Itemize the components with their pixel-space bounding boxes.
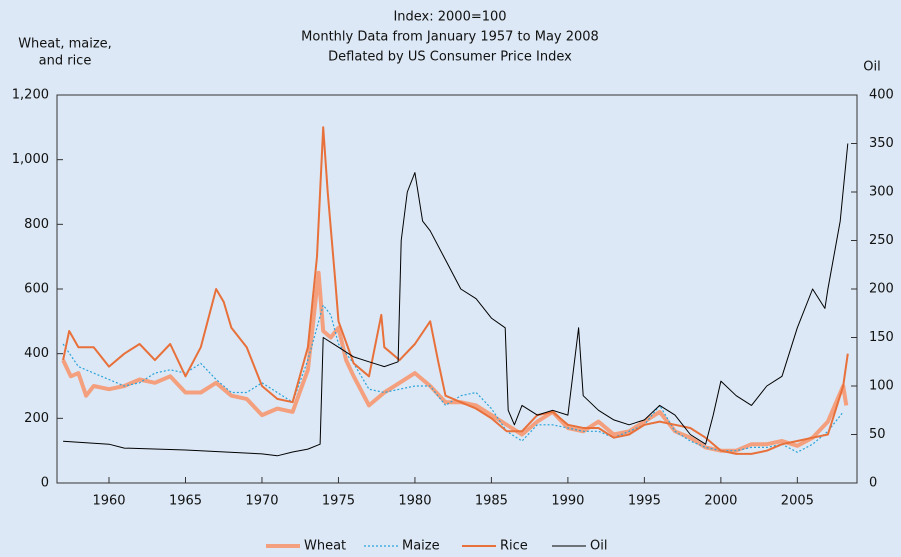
series-line [62, 126, 849, 455]
legend-label: Oil [590, 539, 607, 554]
legend-label: Rice [500, 539, 528, 554]
legend-label: Wheat [304, 539, 346, 554]
y2-tick-label: 200 [869, 282, 894, 297]
series-line [61, 270, 849, 453]
y2-tick-label: 150 [869, 330, 894, 345]
y-tick-label: 600 [24, 282, 49, 297]
x-tick-label: 1965 [169, 494, 202, 509]
x-tick-label: 1970 [245, 494, 278, 509]
plot-frame [56, 94, 858, 484]
y-axis-label: and rice [39, 54, 92, 69]
x-tick-label: 1990 [551, 494, 584, 509]
y-tick-label: 800 [24, 217, 49, 232]
y2-tick-label: 300 [869, 185, 894, 200]
title-line: Monthly Data from January 1957 to May 20… [301, 30, 599, 45]
y2-tick-label: 50 [869, 427, 886, 442]
x-tick-label: 2005 [781, 494, 814, 509]
y-axis-label: Wheat, maize, [18, 37, 112, 52]
title-line: Deflated by US Consumer Price Index [328, 50, 572, 65]
y-tick-label: 1,200 [12, 88, 49, 103]
series-line [62, 304, 844, 453]
y-tick-label: 1,000 [12, 152, 49, 167]
y-tick-label: 200 [24, 411, 49, 426]
y2-tick-label: 100 [869, 379, 894, 394]
x-tick-label: 1975 [322, 494, 355, 509]
title-line: Index: 2000=100 [393, 10, 506, 25]
y2-tick-label: 400 [869, 88, 894, 103]
y2-axis-label: Oil [863, 60, 880, 75]
y2-tick-label: 0 [869, 476, 877, 491]
legend-label: Maize [402, 539, 440, 554]
x-tick-label: 1995 [628, 494, 661, 509]
series-line [63, 143, 849, 457]
x-tick-label: 2000 [704, 494, 737, 509]
y-tick-label: 0 [41, 476, 49, 491]
x-tick-label: 1960 [92, 494, 125, 509]
x-tick-label: 1985 [475, 494, 508, 509]
y-tick-label: 400 [24, 346, 49, 361]
x-tick-label: 1980 [398, 494, 431, 509]
y2-tick-label: 350 [869, 136, 894, 151]
y2-tick-label: 250 [869, 233, 894, 248]
